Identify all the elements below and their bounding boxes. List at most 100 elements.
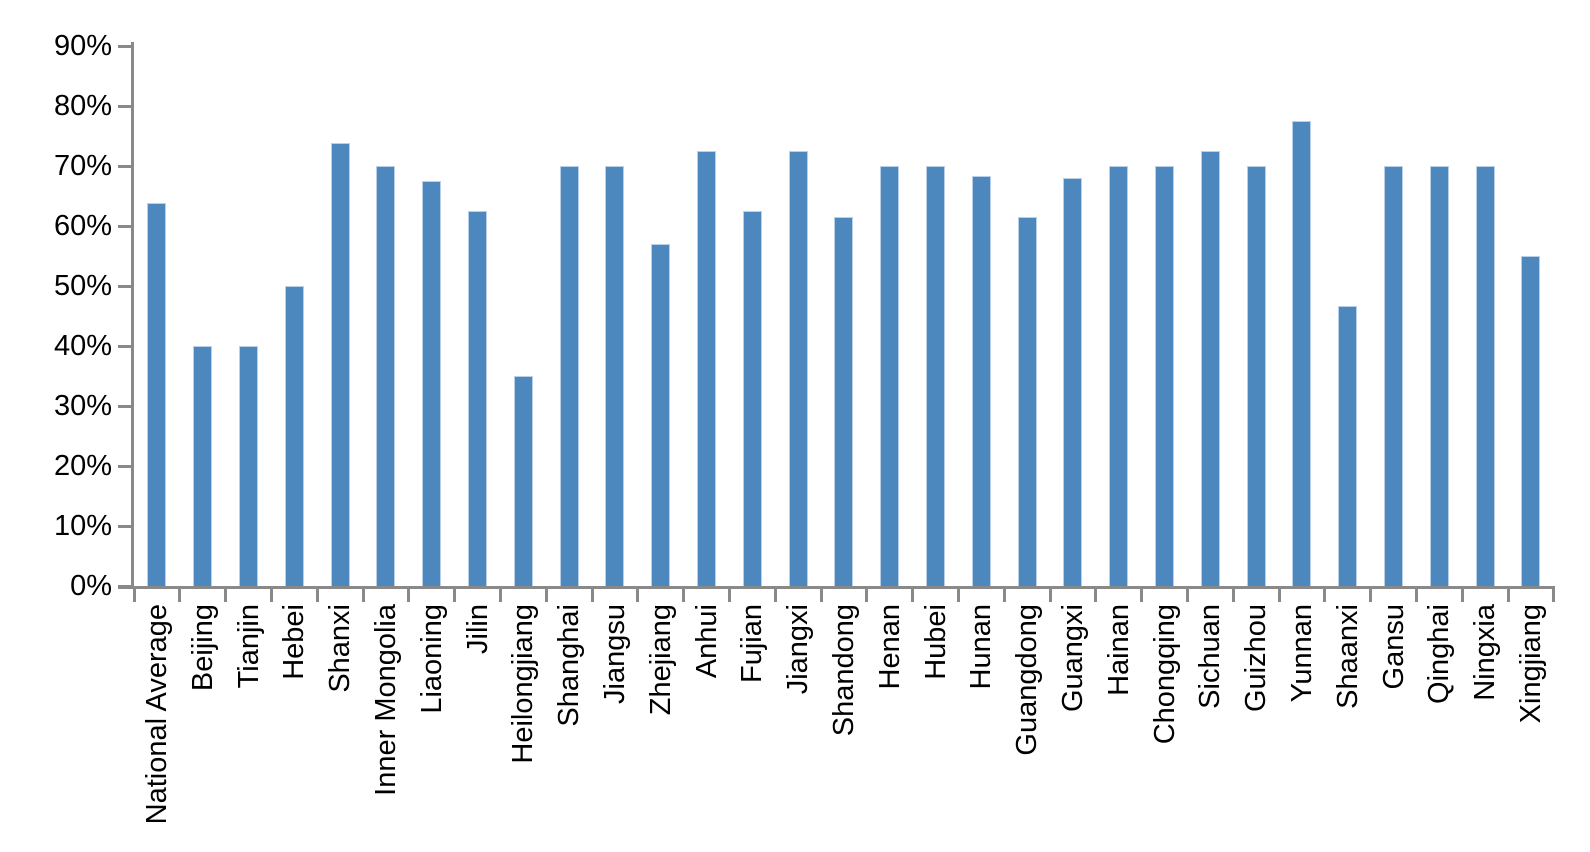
x-tick: [865, 589, 869, 602]
bar: [147, 203, 167, 586]
y-axis-line: [131, 42, 134, 589]
x-axis-label: Hebei: [278, 604, 311, 680]
x-tick: [453, 589, 457, 602]
bar: [193, 346, 213, 586]
y-tick: [118, 585, 131, 588]
bar: [788, 151, 808, 586]
y-tick-label: 60%: [53, 210, 112, 242]
x-tick: [1323, 589, 1327, 602]
x-axis-label: Yunnan: [1285, 604, 1318, 703]
x-axis-label: Chongqing: [1148, 604, 1181, 745]
bar: [742, 211, 762, 586]
bar: [422, 181, 442, 586]
bar: [1063, 178, 1083, 586]
y-tick: [118, 405, 131, 408]
bar: [1109, 166, 1129, 586]
x-tick: [1094, 589, 1098, 602]
x-axis-label: Jiangsu: [598, 604, 631, 704]
x-tick: [1460, 589, 1464, 602]
x-tick: [1231, 589, 1235, 602]
bar: [1200, 151, 1220, 586]
x-axis-label: Gansu: [1377, 604, 1410, 690]
x-axis-label: Ningxia: [1469, 604, 1502, 701]
x-axis-label: Hainan: [1102, 604, 1135, 696]
bar: [1338, 305, 1358, 586]
x-axis-label: Hunan: [965, 604, 998, 690]
x-axis-label: Hubei: [919, 604, 952, 680]
x-tick: [132, 589, 136, 602]
bar: [376, 166, 396, 586]
bar: [1384, 166, 1403, 586]
x-tick: [1002, 589, 1006, 602]
x-tick: [224, 589, 228, 602]
bar: [880, 166, 900, 586]
x-tick: [956, 589, 960, 602]
x-axis-label: Zhejiang: [644, 604, 677, 716]
y-tick-label: 20%: [53, 450, 112, 482]
y-tick: [118, 345, 131, 348]
y-tick-label: 90%: [53, 30, 112, 62]
bar: [330, 143, 350, 586]
x-axis-label: Jiangxi: [782, 604, 815, 695]
x-tick: [1048, 589, 1052, 602]
y-tick-label: 30%: [53, 390, 112, 422]
x-tick: [727, 589, 731, 602]
x-axis-label: Guizhou: [1240, 604, 1273, 713]
x-axis-label: Jilin: [461, 604, 494, 654]
bar: [605, 166, 625, 586]
bar: [284, 286, 304, 586]
x-axis-label: Fujian: [736, 604, 769, 683]
x-tick: [1552, 589, 1556, 602]
bar: [1155, 166, 1174, 586]
x-tick: [1277, 589, 1281, 602]
x-tick: [911, 589, 915, 602]
bar: [1429, 166, 1449, 586]
x-axis-label: Heilongjiang: [507, 604, 540, 764]
bar: [1521, 256, 1541, 586]
y-tick: [118, 105, 131, 108]
x-axis-label: Sichuan: [1194, 604, 1227, 709]
bar: [1246, 166, 1266, 586]
bar: [239, 346, 258, 586]
x-axis-label: Guangdong: [1011, 604, 1044, 756]
x-axis-label: Shanghai: [553, 604, 586, 727]
x-tick: [498, 589, 502, 602]
x-axis-label: Liaoning: [415, 604, 448, 714]
x-axis-label: Beijing: [186, 604, 219, 692]
x-axis-label: Guangxi: [1056, 604, 1089, 713]
x-axis-label: Shanxi: [324, 604, 357, 693]
x-axis-label: Xingjiang: [1514, 604, 1547, 724]
x-axis-label: Inner Mongolia: [369, 604, 402, 796]
y-tick: [118, 45, 131, 48]
y-tick-label: 40%: [53, 330, 112, 362]
y-tick: [118, 165, 131, 168]
x-tick: [407, 589, 411, 602]
y-tick: [118, 525, 131, 528]
y-tick-label: 50%: [53, 270, 112, 302]
bar: [559, 166, 579, 586]
x-tick: [682, 589, 686, 602]
bar: [468, 211, 487, 586]
x-axis-label: Shaanxi: [1331, 604, 1364, 709]
x-tick: [1414, 589, 1418, 602]
bar: [1292, 121, 1312, 586]
x-axis-label: Henan: [873, 604, 906, 690]
x-tick: [819, 589, 823, 602]
x-axis-label: National Average: [140, 604, 173, 825]
bar: [697, 151, 716, 586]
bar: [926, 166, 945, 586]
bar: [513, 376, 533, 586]
x-tick: [590, 589, 594, 602]
bar: [834, 217, 854, 586]
y-tick: [118, 285, 131, 288]
y-tick-label: 70%: [53, 150, 112, 182]
x-axis-label: Qinghai: [1423, 604, 1456, 704]
x-tick: [636, 589, 640, 602]
bar: [1017, 217, 1037, 586]
bar: [651, 244, 671, 586]
x-tick: [1506, 589, 1510, 602]
y-tick: [118, 465, 131, 468]
y-tick-label: 0%: [70, 570, 112, 602]
x-tick: [1140, 589, 1144, 602]
bar: [971, 176, 991, 586]
